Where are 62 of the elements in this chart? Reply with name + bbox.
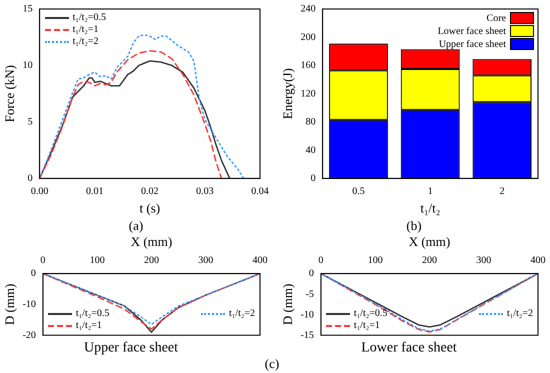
y-tick-label: -10 bbox=[22, 299, 36, 310]
x-tick-label: 200 bbox=[144, 255, 159, 266]
legend-label: Core bbox=[486, 12, 506, 24]
y-axis-title: Force (kN) bbox=[2, 64, 18, 122]
text: (b) bbox=[405, 218, 423, 234]
x-tick-label: 0 bbox=[318, 255, 324, 266]
y-axis-title: D (mm) bbox=[2, 284, 18, 326]
legend-label: t₁/t₂=0.5 bbox=[354, 308, 388, 320]
x-tick-label: 400 bbox=[530, 255, 546, 266]
legend-label: t₁/t₂=0.5 bbox=[76, 308, 110, 320]
legend-label: t₁/t₂=1 bbox=[354, 320, 380, 332]
x-axis-title: t₁/t₂ bbox=[420, 200, 440, 216]
x-tick-label: 2 bbox=[500, 186, 505, 198]
line-series bbox=[40, 34, 244, 178]
y-tick-label: 0 bbox=[310, 173, 316, 184]
y-tick-label: 40 bbox=[306, 144, 316, 156]
x-tick-label: 0.04 bbox=[251, 186, 269, 198]
x-tick-label: 1 bbox=[428, 186, 433, 198]
y-tick-label: 10 bbox=[22, 60, 33, 72]
y-tick-label: 5 bbox=[28, 116, 33, 128]
y-tick-label: -5 bbox=[306, 288, 314, 300]
y-tick-label: -10 bbox=[300, 309, 314, 320]
x-tick-label: 0.00 bbox=[30, 186, 48, 198]
y-tick-label: 0 bbox=[30, 268, 36, 280]
y-tick-label: 15 bbox=[22, 4, 33, 15]
x-tick-label: 0.01 bbox=[86, 186, 104, 198]
text: (a) bbox=[128, 218, 144, 234]
y-tick-label: 200 bbox=[300, 32, 316, 43]
x-tick-label: 0 bbox=[40, 255, 46, 266]
y-tick-label: 240 bbox=[300, 4, 316, 15]
x-axis-title: t (s) bbox=[140, 200, 160, 216]
x-tick-label: 300 bbox=[476, 255, 492, 266]
legend-label: t₁/t₂=1 bbox=[76, 320, 102, 332]
y-tick-label: 0 bbox=[28, 173, 33, 184]
x-tick-label: 0.02 bbox=[141, 186, 159, 198]
x-tick-label: 0.03 bbox=[196, 186, 214, 198]
y-axis-title: Energy(J) bbox=[280, 68, 296, 120]
x-tick-label: 400 bbox=[252, 255, 268, 266]
text: Lower face sheet bbox=[361, 340, 457, 356]
y-tick-label: 120 bbox=[300, 88, 316, 100]
x-tick-label: 200 bbox=[422, 255, 437, 266]
y-tick-label: -20 bbox=[22, 330, 36, 341]
legend-label: t₁/t₂=2 bbox=[507, 308, 533, 320]
x-tick-label: 100 bbox=[368, 255, 383, 266]
x-tick-label: 0.5 bbox=[352, 186, 365, 198]
y-axis-title: D (mm) bbox=[280, 284, 296, 326]
legend-label: t₁/t₂=2 bbox=[229, 308, 255, 320]
legend-label: Lower face sheet bbox=[438, 26, 506, 36]
x-axis-title: X (mm) bbox=[130, 234, 172, 250]
legend-label: t₁/t₂=1 bbox=[72, 24, 99, 35]
x-axis-title: X (mm) bbox=[408, 234, 450, 250]
legend-label: t₁/t₂=2 bbox=[72, 36, 99, 47]
y-tick-label: 160 bbox=[300, 60, 316, 72]
text: Upper face sheet bbox=[84, 340, 178, 356]
legend-label: t₁/t₂=0.5 bbox=[72, 12, 106, 23]
y-tick-label: -15 bbox=[300, 330, 314, 341]
text: (c) bbox=[264, 356, 280, 372]
y-tick-label: 80 bbox=[306, 116, 316, 128]
x-tick-label: 100 bbox=[90, 255, 105, 266]
y-tick-label: 0 bbox=[308, 268, 314, 280]
legend-label: Upper face sheet bbox=[438, 38, 506, 50]
x-tick-label: 300 bbox=[198, 255, 214, 266]
